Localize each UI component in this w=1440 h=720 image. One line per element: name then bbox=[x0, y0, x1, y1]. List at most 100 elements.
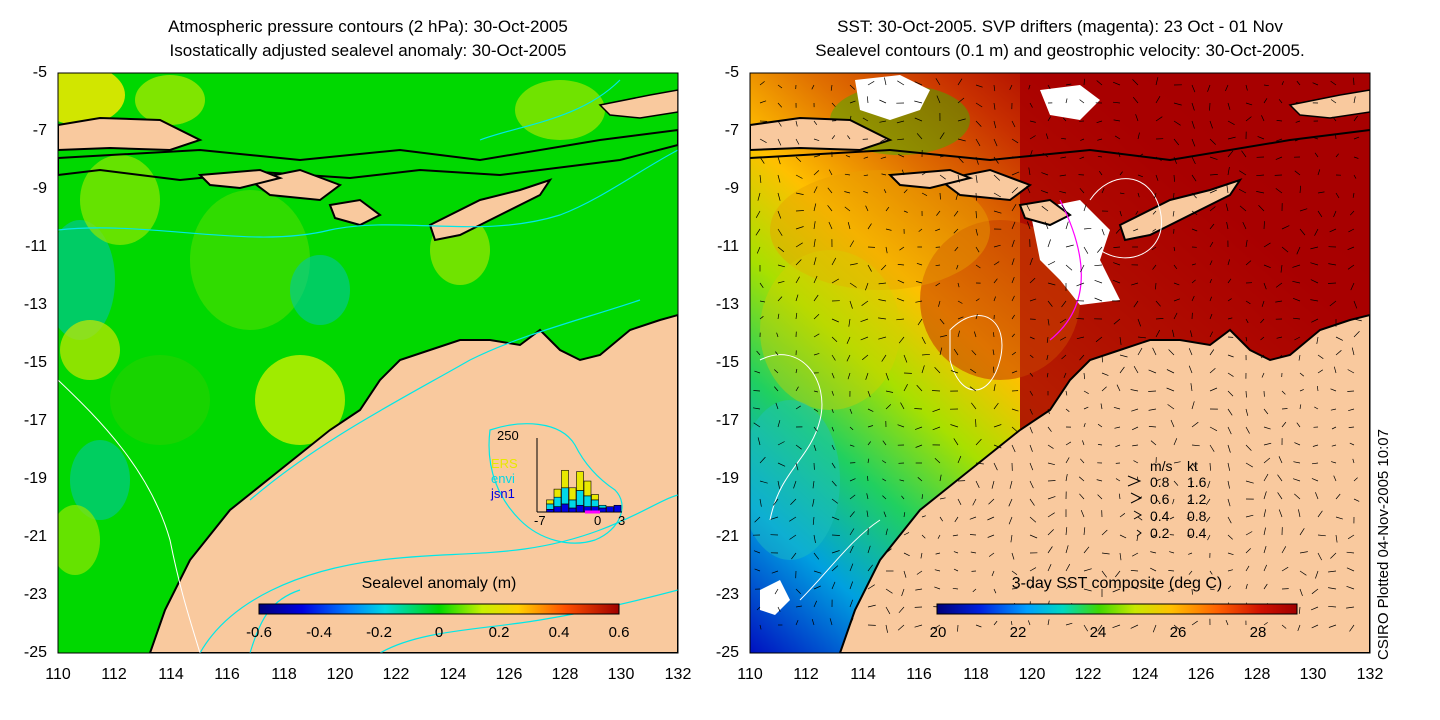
velocity-arrow bbox=[1278, 509, 1283, 518]
velocity-arrow bbox=[1132, 444, 1139, 447]
velocity-arrow bbox=[1209, 462, 1211, 471]
velocity-arrow bbox=[849, 563, 854, 572]
x-tick: 112 bbox=[101, 666, 127, 683]
velocity-arrow bbox=[828, 221, 833, 230]
velocity-arrow bbox=[1328, 624, 1337, 628]
sla-cb-tick: -0.2 bbox=[366, 624, 392, 641]
velocity-arrow bbox=[759, 300, 766, 303]
velocity-arrow bbox=[938, 300, 941, 307]
velocity-arrow bbox=[1294, 138, 1301, 142]
velocity-arrow bbox=[828, 169, 833, 176]
velocity-arrow bbox=[1173, 264, 1178, 270]
velocity-arrow bbox=[867, 223, 872, 230]
velocity-arrow bbox=[1225, 84, 1229, 92]
velocity-arrow bbox=[1101, 354, 1103, 363]
velocity-arrow bbox=[1191, 421, 1199, 428]
velocity-arrow bbox=[1097, 423, 1103, 428]
velocity-arrow bbox=[1047, 582, 1051, 590]
velocity-arrow bbox=[845, 155, 851, 158]
velocity-arrow bbox=[957, 282, 960, 288]
velocity-arrow bbox=[1011, 295, 1015, 302]
velocity-arrow bbox=[1137, 318, 1142, 327]
velocity-arrow bbox=[1029, 372, 1034, 377]
velocity-arrow bbox=[987, 534, 995, 538]
velocity-arrow bbox=[1132, 96, 1139, 104]
velocity-arrow bbox=[777, 280, 785, 284]
velocity-arrow bbox=[1245, 444, 1252, 451]
velocity-arrow bbox=[1112, 588, 1121, 593]
velocity-arrow bbox=[1119, 171, 1123, 176]
velocity-arrow bbox=[1047, 496, 1056, 500]
right-title-line1: SST: 30-Oct-2005. SVP drifters (magenta)… bbox=[837, 17, 1283, 36]
velocity-arrow bbox=[1011, 587, 1018, 590]
velocity-arrow bbox=[1065, 457, 1070, 464]
velocity-arrow bbox=[793, 480, 797, 489]
velocity-arrow bbox=[993, 261, 1000, 266]
velocity-arrow bbox=[811, 618, 815, 626]
velocity-arrow bbox=[844, 191, 851, 194]
velocity-arrow bbox=[885, 528, 888, 536]
velocity-arrow bbox=[830, 84, 833, 91]
velocity-arrow bbox=[1113, 318, 1121, 325]
velocity-arrow bbox=[992, 349, 995, 356]
velocity-arrow bbox=[1029, 534, 1038, 539]
velocity-arrow bbox=[1114, 135, 1121, 140]
velocity-arrow bbox=[1101, 386, 1107, 392]
velocity-arrow bbox=[1299, 570, 1307, 576]
velocity-arrow bbox=[1155, 156, 1162, 161]
velocity-arrow bbox=[1227, 426, 1232, 435]
velocity-arrow bbox=[865, 372, 869, 380]
velocity-arrow bbox=[939, 132, 945, 140]
velocity-arrow bbox=[1173, 138, 1180, 146]
velocity-arrow bbox=[777, 606, 781, 612]
velocity-arrow bbox=[903, 210, 908, 213]
velocity-arrow bbox=[849, 282, 857, 288]
velocity-arrow bbox=[1298, 354, 1301, 361]
velocity-arrow bbox=[993, 402, 999, 410]
velocity-arrow bbox=[1190, 383, 1193, 392]
velocity-arrow bbox=[1137, 174, 1144, 178]
velocity-arrow bbox=[975, 138, 981, 147]
x-tick: 122 bbox=[1074, 666, 1102, 683]
velocity-arrow bbox=[1191, 295, 1195, 302]
velocity-arrow bbox=[903, 570, 907, 578]
velocity-arrow bbox=[1101, 228, 1105, 236]
velocity-arrow bbox=[1065, 264, 1073, 271]
velocity-arrow bbox=[1065, 441, 1072, 446]
velocity-arrow bbox=[1263, 408, 1269, 415]
velocity-arrow bbox=[1227, 498, 1231, 507]
velocity-arrow bbox=[1276, 138, 1283, 142]
velocity-arrow bbox=[903, 552, 910, 557]
velocity-arrow bbox=[1065, 83, 1072, 86]
x-tick: 114 bbox=[850, 666, 876, 683]
velocity-arrow bbox=[1311, 624, 1319, 629]
left-title-line2: Isostatically adjusted sealevel anomaly:… bbox=[169, 41, 567, 60]
velocity-arrow bbox=[1209, 331, 1214, 338]
velocity-arrow bbox=[1227, 444, 1231, 453]
velocity-arrow bbox=[1011, 370, 1018, 374]
velocity-arrow bbox=[1260, 318, 1265, 324]
velocity-arrow bbox=[1276, 120, 1283, 122]
velocity-arrow bbox=[1207, 84, 1211, 92]
velocity-arrow bbox=[1173, 192, 1175, 200]
velocity-arrow bbox=[867, 475, 869, 482]
velocity-arrow bbox=[1299, 185, 1302, 194]
velocity-arrow bbox=[918, 228, 923, 232]
velocity-arrow bbox=[1227, 390, 1234, 397]
velocity-arrow bbox=[862, 117, 869, 122]
velocity-arrow bbox=[1256, 174, 1265, 177]
velocity-arrow bbox=[759, 456, 766, 464]
velocity-arrow bbox=[1155, 498, 1160, 503]
velocity-arrow bbox=[1311, 462, 1319, 465]
velocity-arrow bbox=[1116, 384, 1121, 392]
sla-cb-tick: 0.2 bbox=[488, 624, 510, 641]
velocity-arrow bbox=[1059, 174, 1067, 177]
velocity-arrow bbox=[916, 281, 923, 284]
velocity-arrow bbox=[1028, 167, 1031, 176]
velocity-arrow bbox=[1131, 282, 1139, 286]
velocity-arrow bbox=[1029, 567, 1037, 572]
velocity-arrow bbox=[953, 348, 959, 356]
velocity-arrow bbox=[867, 264, 872, 272]
velocity-arrow bbox=[1245, 390, 1247, 398]
velocity-arrow bbox=[1095, 336, 1103, 343]
